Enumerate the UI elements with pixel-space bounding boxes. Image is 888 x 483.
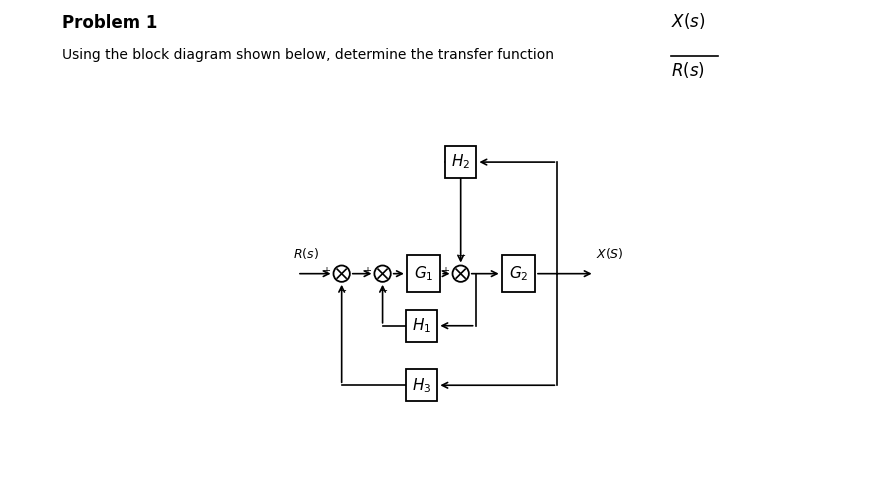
Bar xyxy=(406,310,438,341)
Text: −: − xyxy=(338,285,347,296)
Text: −: − xyxy=(457,251,466,261)
Text: $H_2$: $H_2$ xyxy=(451,153,471,171)
Bar xyxy=(407,255,440,292)
Text: $R(s)$: $R(s)$ xyxy=(671,60,705,80)
Text: +: + xyxy=(321,266,329,276)
Text: Problem 1: Problem 1 xyxy=(62,14,157,32)
Text: $X(s)$: $X(s)$ xyxy=(671,12,706,31)
Bar xyxy=(445,146,477,178)
Text: +: + xyxy=(362,266,370,276)
Text: +: + xyxy=(440,266,448,276)
Text: $G_2$: $G_2$ xyxy=(509,264,528,283)
Text: $X(S)$: $X(S)$ xyxy=(597,246,624,261)
Text: $H_3$: $H_3$ xyxy=(412,376,432,395)
Bar xyxy=(406,369,438,401)
Text: $G_1$: $G_1$ xyxy=(414,264,433,283)
Text: −: − xyxy=(380,285,388,296)
Text: Using the block diagram shown below, determine the transfer function: Using the block diagram shown below, det… xyxy=(62,48,554,62)
Bar xyxy=(502,255,535,292)
Text: $H_1$: $H_1$ xyxy=(412,316,432,335)
Text: $R(s)$: $R(s)$ xyxy=(293,246,319,261)
